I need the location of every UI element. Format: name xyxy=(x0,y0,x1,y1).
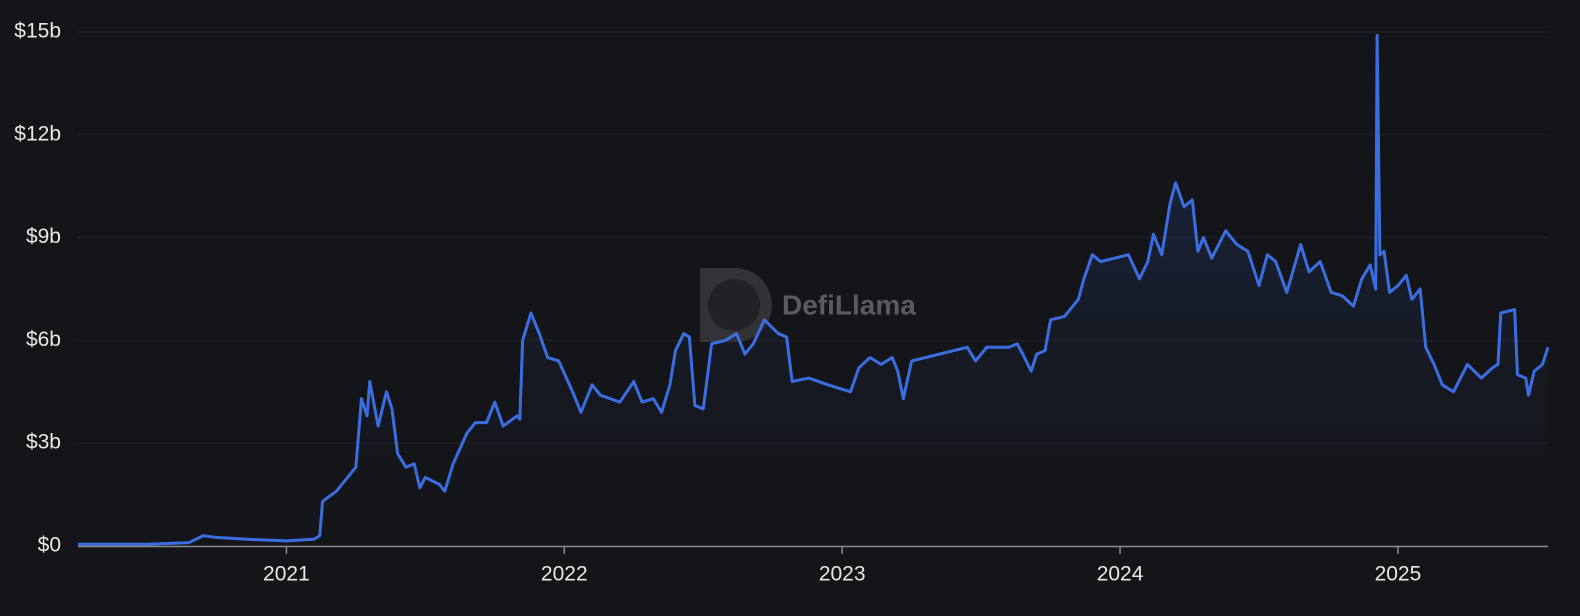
line xyxy=(78,33,1550,546)
area-fill xyxy=(78,35,1548,547)
y-tick-label: $9b xyxy=(26,225,61,248)
labels: $0 $3b $6b $9b $12b $15b 2021 2022 2023 2024 2025 xyxy=(14,20,1421,586)
plot xyxy=(78,33,1550,547)
x-tick-label: 2022 xyxy=(541,563,588,586)
y-tick-label: $12b xyxy=(14,122,61,145)
x-tick-label: 2021 xyxy=(263,563,310,586)
watermark: DefiLlama xyxy=(782,289,916,320)
watermark-logo xyxy=(700,268,772,342)
y-tick-label: $15b xyxy=(14,20,61,43)
x-tick-label: 2024 xyxy=(1097,563,1144,586)
x-tick-label: 2025 xyxy=(1375,563,1422,586)
y-tick-label: $3b xyxy=(26,431,61,454)
x-tick-label: 2023 xyxy=(819,563,866,586)
y-tick-label: $0 xyxy=(38,534,61,557)
y-tick-label: $6b xyxy=(26,328,61,351)
